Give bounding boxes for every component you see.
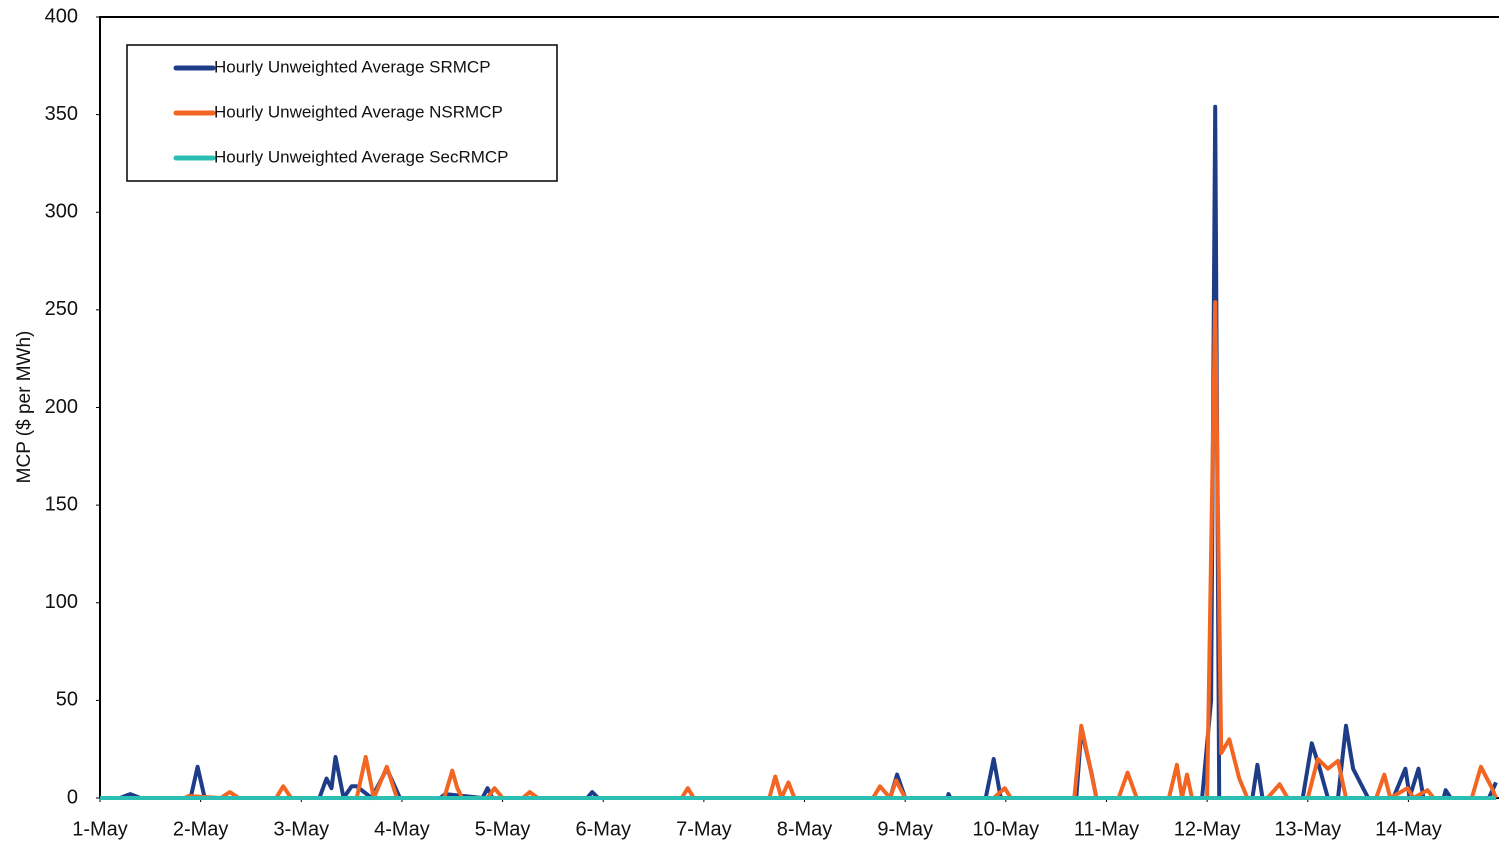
x-tick-label: 9-May [877,818,933,840]
x-tick-label: 12-May [1174,818,1241,840]
x-tick-label: 4-May [374,818,430,840]
y-tick-label: 250 [45,298,78,320]
y-tick-label: 50 [56,689,78,711]
x-tick-label: 11-May [1074,818,1139,840]
x-tick-label: 2-May [173,818,229,840]
x-tick-label: 14-May [1375,818,1442,840]
y-tick-label: 200 [45,396,78,418]
x-tick-label: 13-May [1274,818,1341,840]
series-line [100,300,1498,800]
x-tick-label: 7-May [676,818,732,840]
x-tick-label: 6-May [575,818,631,840]
y-tick-label: 350 [45,103,78,125]
x-tick-label: 5-May [475,818,531,840]
legend-label: Hourly Unweighted Average SRMCP [214,57,491,76]
x-tick-label: 3-May [274,818,330,840]
y-tick-label: 300 [45,201,78,223]
y-tick-label: 100 [45,591,78,613]
y-tick-label: 400 [45,5,78,27]
y-tick-label: 0 [67,786,78,808]
legend-label: Hourly Unweighted Average SecRMCP [214,147,509,166]
x-tick-label: 1-May [72,818,128,840]
series-line [100,104,1498,800]
x-tick-label: 10-May [972,818,1039,840]
y-axis-label: MCP ($ per MWh) [14,331,35,484]
y-tick-label: 150 [45,493,78,515]
x-tick-label: 8-May [777,818,833,840]
legend-label: Hourly Unweighted Average NSRMCP [214,102,503,121]
